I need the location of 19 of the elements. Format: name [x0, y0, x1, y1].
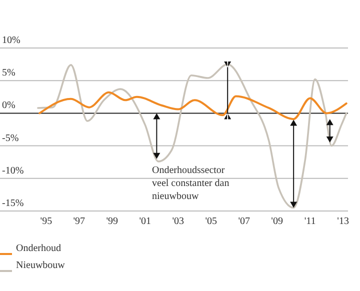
x-tick-label: '07 — [238, 216, 250, 227]
x-tick-label: '03 — [172, 216, 184, 227]
y-tick-label: -15% — [2, 198, 24, 209]
x-tick-label: '13 — [337, 216, 349, 227]
annotation: Onderhoudssector veel constanter dan nieuwbouw — [152, 165, 230, 202]
y-tick-label: -5% — [2, 132, 19, 144]
x-tick-label: '11 — [304, 216, 316, 227]
legend-label: Onderhoud — [16, 243, 61, 254]
x-tick-label: '97 — [73, 216, 86, 227]
y-tick-label: 10% — [2, 35, 20, 46]
y-tick-label: 5% — [2, 68, 16, 79]
x-tick-label: '99 — [106, 216, 118, 227]
x-tick-label: '01 — [139, 216, 152, 227]
x-tick-label: '05 — [205, 216, 218, 227]
x-tick-label: '95 — [40, 216, 52, 227]
y-tick-label: -10% — [2, 165, 24, 176]
y-tick-label: 0% — [2, 100, 16, 112]
legend-label: Nieuwbouw — [16, 260, 66, 271]
x-tick-label: '09 — [271, 216, 283, 227]
